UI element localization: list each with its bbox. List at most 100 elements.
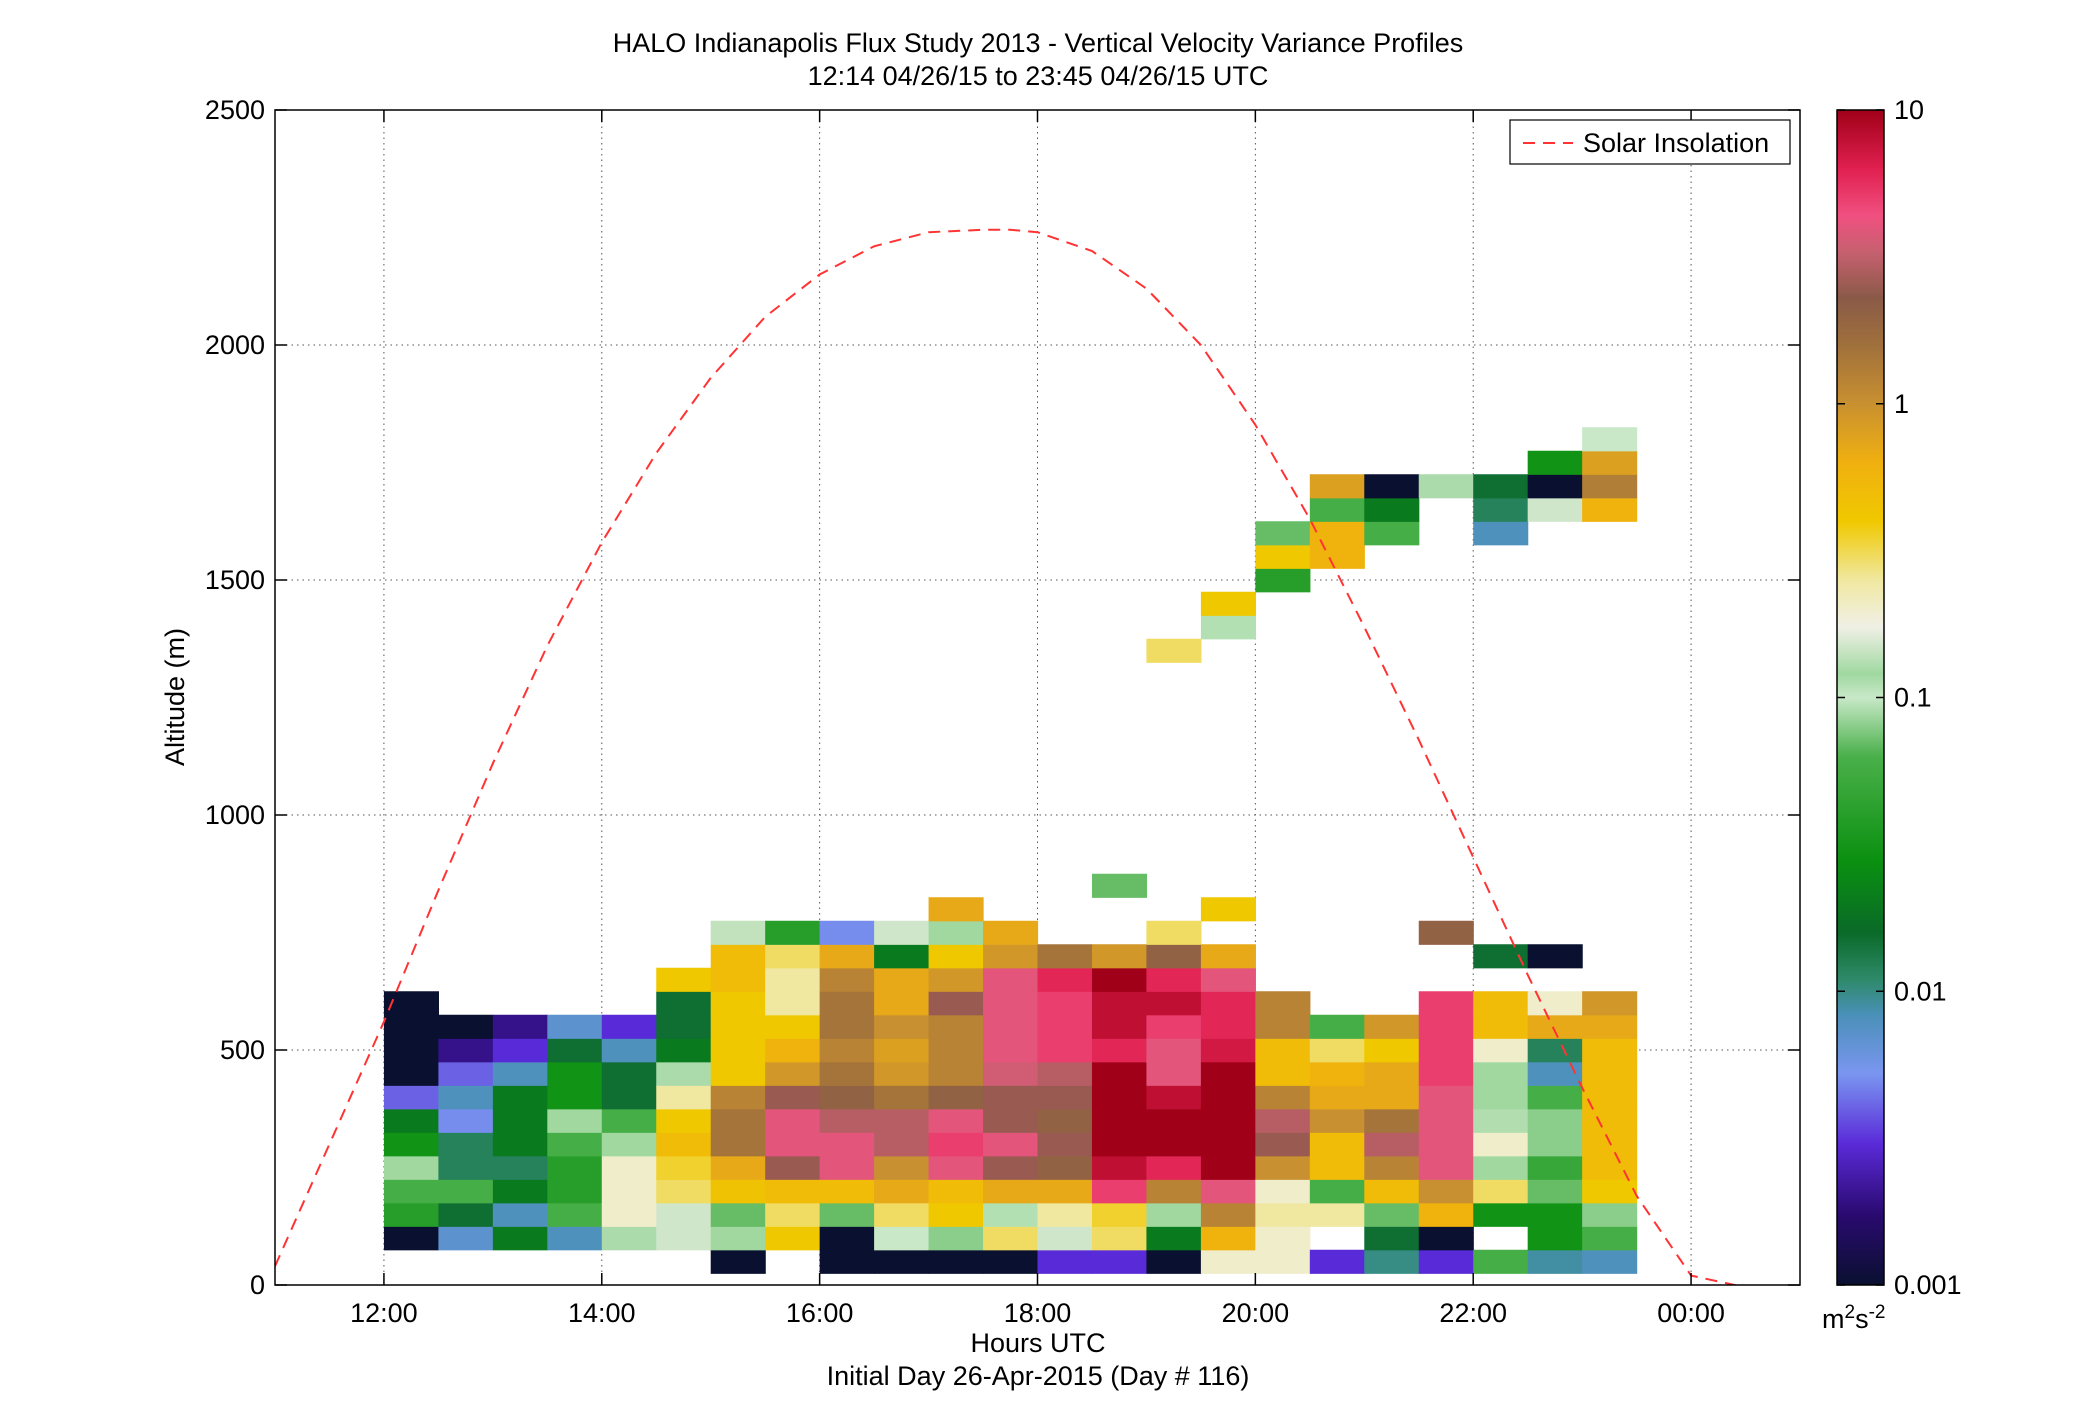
heatmap-cell xyxy=(1037,1202,1093,1227)
heatmap-cell xyxy=(765,944,821,969)
heatmap-cell xyxy=(1037,991,1093,1016)
heatmap-cell xyxy=(1364,1085,1420,1110)
heatmap-cell xyxy=(928,967,984,992)
heatmap-cell xyxy=(1200,1202,1256,1227)
heatmap-cell xyxy=(1037,1085,1093,1110)
heatmap-cell xyxy=(656,1202,712,1227)
heatmap-cell xyxy=(1146,1226,1202,1251)
heatmap-cell xyxy=(601,1132,657,1157)
heatmap-cell xyxy=(1255,1085,1311,1110)
heatmap-cell xyxy=(1527,1249,1583,1274)
heatmap-cell xyxy=(928,1179,984,1204)
heatmap-cell xyxy=(438,1061,494,1086)
heatmap-cell xyxy=(1364,1179,1420,1204)
heatmap-cell xyxy=(874,920,930,945)
heatmap-cell xyxy=(601,1061,657,1086)
heatmap-cell xyxy=(928,1202,984,1227)
heatmap-cell xyxy=(983,1226,1039,1251)
colorbar-label: m2s-2 xyxy=(1822,1302,1885,1334)
chart-title: HALO Indianapolis Flux Study 2013 - Vert… xyxy=(613,28,1463,58)
heatmap-cell xyxy=(383,991,439,1016)
heatmap-cell xyxy=(438,1155,494,1180)
heatmap-cell xyxy=(1255,1155,1311,1180)
heatmap-cell xyxy=(1364,1038,1420,1063)
heatmap-cell xyxy=(1418,1249,1474,1274)
heatmap-cell xyxy=(1309,1179,1365,1204)
heatmap-cell xyxy=(1418,474,1474,499)
heatmap-cell xyxy=(928,944,984,969)
heatmap-cell xyxy=(1091,873,1148,898)
heatmap-cell xyxy=(656,1014,712,1039)
heatmap-cell xyxy=(819,1038,875,1063)
heatmap-cell xyxy=(1418,1108,1474,1133)
heatmap-cell xyxy=(1200,897,1256,922)
heatmap-cell xyxy=(765,1202,821,1227)
heatmap-cell xyxy=(383,1085,439,1110)
x-tick-label: 22:00 xyxy=(1439,1298,1507,1328)
heatmap-cell xyxy=(1418,1085,1474,1110)
heatmap-cell xyxy=(1473,1155,1529,1180)
heatmap-cell xyxy=(656,991,712,1016)
heatmap-cell xyxy=(1146,1155,1202,1180)
heatmap-cell xyxy=(1473,1108,1529,1133)
x-axis-label: Hours UTC xyxy=(970,1328,1105,1358)
heatmap-cell xyxy=(656,1061,712,1086)
colorbar-tick-label: 0.1 xyxy=(1894,683,1932,713)
x-tick-label: 12:00 xyxy=(350,1298,418,1328)
heatmap-cell xyxy=(765,967,821,992)
heatmap-cell xyxy=(492,1108,548,1133)
heatmap-cell xyxy=(547,1061,603,1086)
heatmap-cell xyxy=(1091,1132,1148,1157)
heatmap-cell xyxy=(928,991,984,1016)
heatmap-cell xyxy=(1582,1038,1638,1063)
heatmap-cell xyxy=(1582,450,1638,475)
heatmap-cell xyxy=(1200,1226,1256,1251)
heatmap-cell xyxy=(710,1108,766,1133)
heatmap-cell xyxy=(819,1155,875,1180)
heatmap-cell xyxy=(874,1014,930,1039)
heatmap-cell xyxy=(1527,1132,1583,1157)
colorbar-tick-label: 10 xyxy=(1894,95,1924,125)
heatmap-cell xyxy=(1146,1061,1202,1086)
heatmap-cell xyxy=(383,1014,439,1039)
heatmap-cell xyxy=(928,1014,984,1039)
heatmap-cell xyxy=(601,1226,657,1251)
heatmap-cell xyxy=(1473,1202,1529,1227)
heatmap-cell xyxy=(928,1038,984,1063)
heatmap-cell xyxy=(819,1085,875,1110)
heatmap-cell xyxy=(1146,991,1202,1016)
heatmap-cell xyxy=(1255,1014,1311,1039)
heatmap-cell xyxy=(874,1155,930,1180)
heatmap-cell xyxy=(1582,474,1638,499)
heatmap-cell xyxy=(1527,450,1583,475)
heatmap-cell xyxy=(1255,1179,1311,1204)
heatmap-cell xyxy=(710,991,766,1016)
heatmap-cell xyxy=(710,967,766,992)
x-tick-label: 20:00 xyxy=(1222,1298,1290,1328)
heatmap-cell xyxy=(492,1202,548,1227)
heatmap-cell xyxy=(1473,1249,1529,1274)
heatmap-cell xyxy=(1309,1155,1365,1180)
heatmap-cell xyxy=(1146,1179,1202,1204)
heatmap-cell xyxy=(1255,1249,1311,1274)
heatmap-cell xyxy=(1146,1108,1202,1133)
heatmap-cell xyxy=(1364,1202,1420,1227)
heatmap-cell xyxy=(1418,920,1474,945)
heatmap-cell xyxy=(1037,1226,1093,1251)
heatmap-cell xyxy=(1037,1249,1093,1274)
heatmap-cell xyxy=(1255,1038,1311,1063)
heatmap-cell xyxy=(1200,1038,1256,1063)
colorbar-tick-label: 1 xyxy=(1894,389,1909,419)
heatmap-cell xyxy=(1527,1202,1583,1227)
heatmap-cell xyxy=(1582,1061,1638,1086)
heatmap-cell xyxy=(928,897,984,922)
heatmap-cell xyxy=(1582,1249,1638,1274)
heatmap-cell xyxy=(928,920,984,945)
heatmap-cell xyxy=(1091,991,1148,1016)
heatmap-cell xyxy=(710,1155,766,1180)
heatmap-cell xyxy=(874,1061,930,1086)
colorbar-tick-label: 0.01 xyxy=(1894,976,1947,1006)
heatmap-cell xyxy=(1527,1155,1583,1180)
heatmap-cell xyxy=(1582,1014,1638,1039)
heatmap-cell xyxy=(1200,1132,1256,1157)
